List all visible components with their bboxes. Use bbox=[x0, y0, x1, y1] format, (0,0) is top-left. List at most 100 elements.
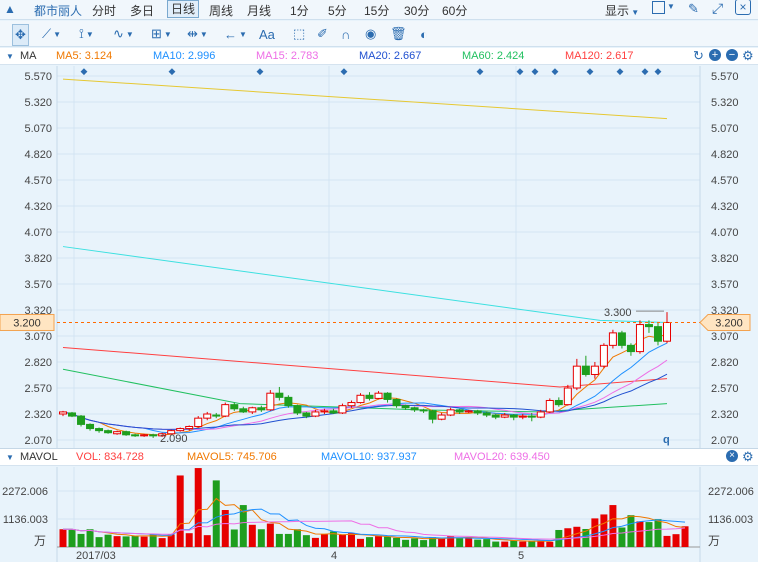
ma120-value: MA120: 2.617 bbox=[565, 50, 634, 62]
collapse-icon[interactable]: ▼ bbox=[6, 453, 14, 462]
layout-icon[interactable] bbox=[652, 1, 665, 14]
menu-icon[interactable]: ▲ bbox=[4, 2, 16, 16]
volume-bar bbox=[501, 541, 509, 547]
event-marker-icon[interactable]: ◆ bbox=[517, 66, 524, 76]
volume-bar bbox=[366, 537, 374, 547]
price-tick-left: 4.820 bbox=[24, 149, 52, 161]
price-chart[interactable]: ◆ ◆ ◆ ◆ ◆ ◆ ◆ ◆ ◆ ◆ ◆ ◆ 5.570 5.570 5.320 5.320 5.070 5.… bbox=[0, 66, 758, 448]
event-marker-icon[interactable]: ◆ bbox=[477, 66, 484, 76]
close-icon[interactable]: × bbox=[726, 450, 738, 462]
event-marker-icon[interactable]: ◆ bbox=[617, 66, 624, 76]
event-marker-icon[interactable]: ◆ bbox=[257, 66, 264, 76]
tab-daily[interactable]: 日线 bbox=[167, 0, 200, 18]
event-marker-icon[interactable]: ◆ bbox=[341, 66, 348, 76]
event-marker-icon[interactable]: ◆ bbox=[642, 66, 649, 76]
price-tick-right: 2.070 bbox=[711, 435, 739, 447]
draw-pen-icon[interactable]: ✎ bbox=[688, 1, 699, 16]
volume-header: ▼ MAVOL VOL: 834.728 MAVOL5: 745.706 MAV… bbox=[0, 448, 758, 466]
remove-icon[interactable]: − bbox=[726, 49, 738, 61]
polyline-tool-icon[interactable]: ⟟ ▼ bbox=[79, 26, 94, 41]
event-marker-icon[interactable]: ◆ bbox=[81, 66, 88, 76]
tab-30min[interactable]: 30分 bbox=[404, 4, 430, 18]
event-marker-icon[interactable]: ◆ bbox=[169, 66, 176, 76]
candle-body bbox=[158, 433, 167, 437]
event-marker-icon[interactable]: ◆ bbox=[587, 66, 594, 76]
settings-gear-icon[interactable]: ⚙ bbox=[742, 48, 754, 63]
event-marker-icon[interactable]: ◆ bbox=[655, 66, 662, 76]
price-tick-left: 5.320 bbox=[24, 97, 52, 109]
candle-body bbox=[608, 332, 617, 346]
tab-1min[interactable]: 1分 bbox=[290, 4, 309, 18]
candle-body bbox=[590, 365, 599, 375]
chevron-down-icon[interactable]: ▼ bbox=[667, 2, 675, 11]
volume-bar bbox=[176, 475, 184, 547]
tab-5min[interactable]: 5分 bbox=[328, 4, 347, 18]
candle-body bbox=[554, 399, 563, 406]
candle-body bbox=[401, 405, 410, 409]
line-tool-icon[interactable]: ⟋ ▼ bbox=[42, 26, 62, 41]
stock-name[interactable]: 都市丽人 bbox=[34, 4, 83, 18]
price-tick-left: 4.070 bbox=[24, 227, 52, 239]
volume-bar bbox=[266, 523, 274, 547]
range-tool-icon[interactable]: ⇹ ▼ bbox=[187, 26, 208, 41]
tab-weekly[interactable]: 周线 bbox=[209, 4, 234, 18]
add-icon[interactable]: + bbox=[709, 49, 721, 61]
volume-bar bbox=[140, 536, 148, 547]
volume-chart[interactable]: 2272.006 2272.006 1136.003 1136.003 万 万 2017/0… bbox=[0, 467, 758, 562]
volume-bar bbox=[438, 537, 446, 547]
ma-indicator-label[interactable]: MA bbox=[20, 50, 37, 62]
current-price-left: 3.200 bbox=[13, 317, 41, 329]
gann-tool-icon[interactable]: ⊞ ▼ bbox=[151, 26, 172, 41]
price-tick-right: 4.320 bbox=[711, 201, 739, 213]
candle-body bbox=[347, 402, 356, 407]
candle-body bbox=[302, 412, 311, 417]
candle-body bbox=[663, 321, 671, 342]
volume-bar bbox=[122, 536, 130, 547]
close-icon[interactable]: × bbox=[735, 0, 751, 15]
tab-monthly[interactable]: 月线 bbox=[247, 4, 272, 18]
text-tool-icon[interactable]: Aa bbox=[259, 26, 275, 42]
tab-intraday[interactable]: 分时 bbox=[92, 4, 117, 18]
settings-gear-icon[interactable]: ⚙ bbox=[742, 449, 754, 464]
wave-tool-icon[interactable]: ∿ ▼ bbox=[113, 26, 134, 41]
volume-bar bbox=[338, 534, 346, 547]
fullscreen-icon[interactable]: ⤢ bbox=[712, 0, 724, 16]
candle-body bbox=[392, 398, 401, 407]
volume-unit-right: 万 bbox=[708, 534, 720, 548]
volume-bar bbox=[654, 519, 662, 547]
brush-tool-icon[interactable]: ✐ bbox=[317, 26, 328, 41]
rectangle-tool-icon[interactable]: ⬚ bbox=[293, 26, 306, 41]
trash-icon[interactable]: 🗑 bbox=[390, 26, 407, 41]
tab-multi-day[interactable]: 多日 bbox=[130, 4, 155, 18]
candle-body bbox=[482, 412, 491, 416]
magnet-icon[interactable]: ∩ bbox=[341, 26, 351, 42]
volume-bar bbox=[320, 534, 328, 547]
candle-body bbox=[518, 415, 527, 418]
mavol-indicator-label[interactable]: MAVOL bbox=[20, 451, 58, 463]
ma120-line bbox=[62, 346, 668, 388]
crosshair-tool-icon[interactable]: ✥ bbox=[12, 24, 29, 46]
toggle-icon[interactable]: ◐ bbox=[420, 26, 428, 42]
candle-body bbox=[194, 417, 203, 427]
tab-60min[interactable]: 60分 bbox=[442, 4, 468, 18]
volume-bar bbox=[447, 536, 455, 547]
price-tick-right: 4.070 bbox=[711, 227, 739, 239]
candle-body bbox=[356, 394, 365, 404]
price-tick-left: 2.320 bbox=[24, 409, 52, 421]
eye-icon[interactable]: ◉ bbox=[365, 26, 377, 41]
display-menu[interactable]: 显示 ▼ bbox=[605, 2, 639, 19]
arrow-tool-icon[interactable]: ← ▼ bbox=[224, 26, 247, 42]
event-marker-icon[interactable]: ◆ bbox=[532, 66, 539, 76]
cyan-ma-line bbox=[62, 246, 668, 323]
price-tick-left: 3.820 bbox=[24, 253, 52, 265]
candle-body bbox=[455, 409, 464, 413]
collapse-icon[interactable]: ▼ bbox=[6, 52, 14, 61]
vol-value: VOL: 834.728 bbox=[76, 451, 144, 463]
event-marker-icon[interactable]: ◆ bbox=[552, 66, 559, 76]
candle-body bbox=[167, 430, 176, 435]
refresh-icon[interactable]: ↻ bbox=[693, 48, 704, 63]
volume-bar bbox=[591, 518, 599, 547]
tab-15min[interactable]: 15分 bbox=[364, 4, 390, 18]
price-tick-left: 3.070 bbox=[24, 331, 52, 343]
candle-body bbox=[284, 396, 293, 407]
